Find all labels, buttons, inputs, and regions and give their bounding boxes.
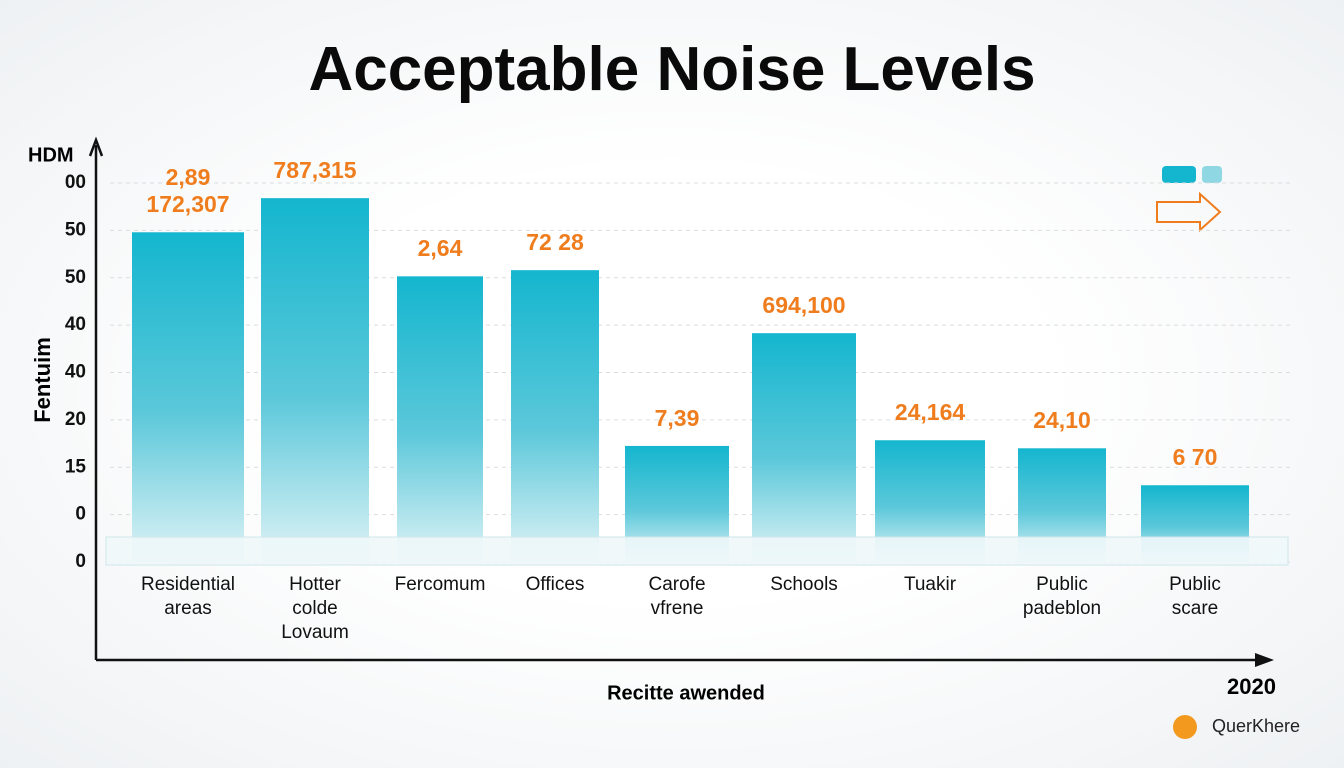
- annotation: 6 70: [1172, 444, 1218, 471]
- bar: [397, 276, 483, 562]
- x-tick-label: Residential areas: [141, 574, 235, 619]
- legend-swatch: [1202, 166, 1222, 183]
- y-tick-label: 50: [65, 219, 86, 240]
- y-tick-label: 40: [65, 314, 86, 335]
- y-tick-label: 15: [65, 456, 87, 477]
- y-tick-label: 40: [65, 362, 86, 383]
- bar: [511, 270, 599, 562]
- annotation: 694,100: [762, 292, 846, 319]
- y-tick-label: 00: [65, 172, 86, 193]
- x-axis-arrow: [1255, 653, 1274, 667]
- x-tick-label: Hotter colde Lovaum: [281, 574, 349, 643]
- x-tick-label: Tuakir: [903, 574, 957, 595]
- y-tick-label: 0: [75, 551, 86, 572]
- platform: [105, 536, 1289, 566]
- x-tick-label: Public padeblon: [1022, 574, 1102, 619]
- y-axis-top-label: HDM: [28, 144, 74, 166]
- bar: [132, 232, 244, 562]
- annotation: 24,164: [894, 399, 966, 426]
- legend-swatch: [1162, 166, 1196, 183]
- annotation: 24,10: [1033, 407, 1091, 434]
- x-tick-label: Offices: [525, 574, 585, 595]
- annotation: 7,39: [654, 404, 700, 431]
- y-axis-arrow: [88, 136, 104, 157]
- y-tick-label: 20: [65, 409, 86, 430]
- chart-title: Acceptable Noise Levels: [308, 35, 1036, 104]
- bar: [752, 333, 856, 562]
- annotation: 72 28: [526, 229, 584, 256]
- x-tick-label: Public scare: [1169, 574, 1221, 619]
- x-tick-label: Schools: [770, 574, 838, 595]
- y-tick-label: 50: [65, 267, 86, 288]
- legend-arrow: [1156, 191, 1222, 233]
- x-axis-label: Recitte awended: [607, 682, 765, 704]
- brand: QuerKhere: [1212, 716, 1300, 736]
- annotation: 2,64: [417, 235, 463, 262]
- y-axis-label: Fentuim: [30, 337, 55, 423]
- x-tick-label: Carofe vfrene: [648, 574, 706, 619]
- bar: [261, 198, 369, 562]
- x-end-label: 2020: [1227, 674, 1276, 699]
- brand-icon: [1173, 715, 1197, 739]
- annotation: 787,315: [273, 157, 357, 184]
- annotation: 2,89 172,307: [146, 164, 230, 218]
- x-tick-label: Fercomum: [394, 574, 486, 595]
- y-tick-label: 0: [75, 504, 86, 525]
